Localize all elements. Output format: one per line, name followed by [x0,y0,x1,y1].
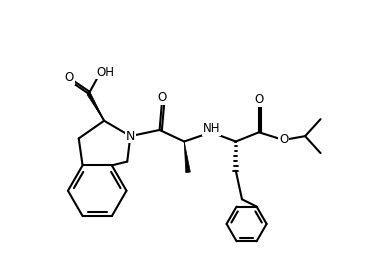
Text: O: O [157,91,166,104]
Polygon shape [87,93,104,121]
Text: O: O [279,133,288,147]
Text: NH: NH [203,122,220,135]
Text: N: N [126,130,135,143]
Text: O: O [65,71,74,84]
Text: OH: OH [96,66,114,79]
Polygon shape [184,141,191,173]
Text: O: O [254,93,263,106]
